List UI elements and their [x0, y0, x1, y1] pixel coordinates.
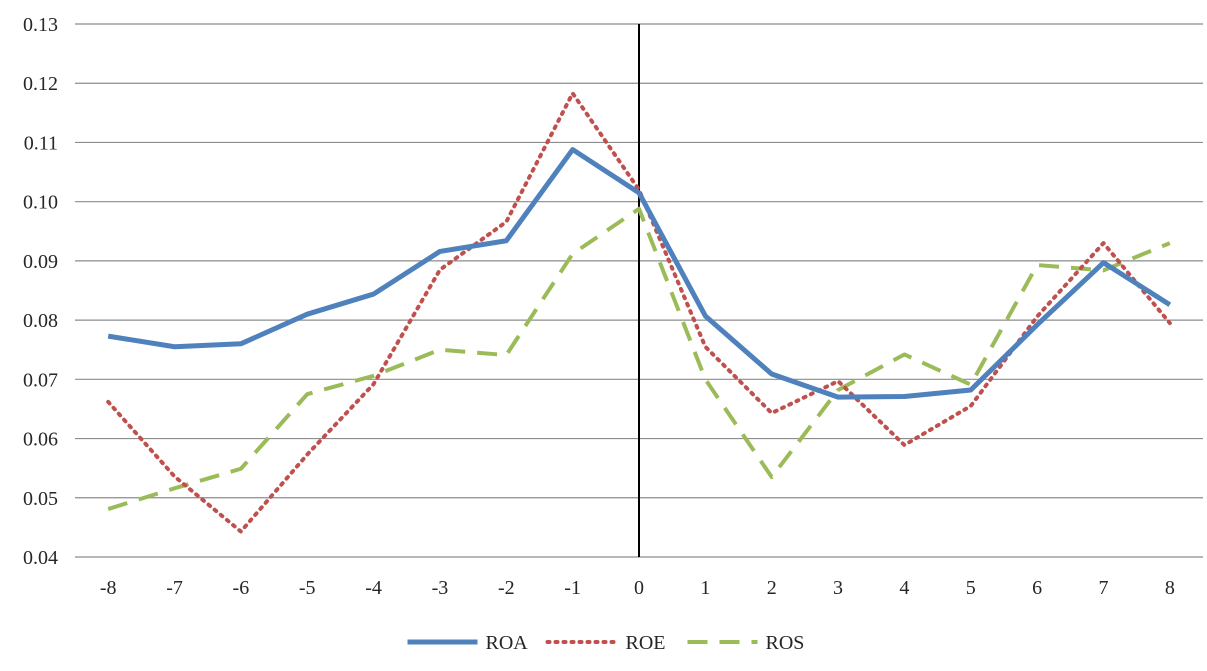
x-tick-label: 6 [1032, 577, 1042, 599]
legend-label: ROS [766, 632, 805, 654]
x-tick-label: -4 [365, 577, 382, 599]
x-tick-label: -6 [233, 577, 250, 599]
legend-label: ROA [486, 632, 529, 654]
series-line-ros [107, 206, 1171, 511]
x-tick-label: -5 [299, 577, 316, 599]
y-tick-label: 0.04 [23, 547, 58, 569]
legend-label: ROE [626, 632, 666, 654]
legend-item-ros: ROS [687, 632, 805, 654]
y-tick-label: 0.07 [23, 369, 58, 391]
y-tick-label: 0.06 [23, 429, 58, 451]
y-tick-label: 0.10 [23, 192, 58, 214]
series-line-roa [107, 147, 1172, 400]
x-axis-tick-labels: -8 -7 -6 -5 -4 -3 -2 -1 0 1 2 3 4 5 6 7 8 [100, 577, 1175, 599]
x-tick-label: 2 [767, 577, 777, 599]
y-tick-label: 0.05 [23, 488, 58, 510]
x-tick-label: 3 [833, 577, 843, 599]
x-tick-label: 1 [700, 577, 710, 599]
x-tick-label: 5 [966, 577, 976, 599]
legend-item-roe: ROE [545, 632, 666, 654]
y-tick-label: 0.11 [24, 132, 58, 154]
x-tick-label: 7 [1098, 577, 1108, 599]
y-tick-label: 0.08 [23, 310, 58, 332]
x-tick-label: -7 [166, 577, 183, 599]
x-tick-label: -3 [432, 577, 449, 599]
y-tick-label: 0.09 [23, 251, 58, 273]
legend-item-roa: ROA [407, 632, 529, 654]
legend: ROA ROE ROS [407, 632, 805, 654]
x-tick-label: 0 [634, 577, 644, 599]
x-tick-label: 8 [1165, 577, 1175, 599]
y-axis-tick-labels: 0.04 0.05 0.06 0.07 0.08 0.09 0.10 0.11 0.12 0.13 [23, 14, 58, 569]
x-tick-label: -8 [100, 577, 117, 599]
x-tick-label: -1 [564, 577, 581, 599]
y-tick-label: 0.12 [23, 73, 58, 95]
x-tick-label: 4 [899, 577, 909, 599]
y-tick-label: 0.13 [23, 14, 58, 36]
series-lines [106, 91, 1172, 534]
x-tick-label: -2 [498, 577, 515, 599]
